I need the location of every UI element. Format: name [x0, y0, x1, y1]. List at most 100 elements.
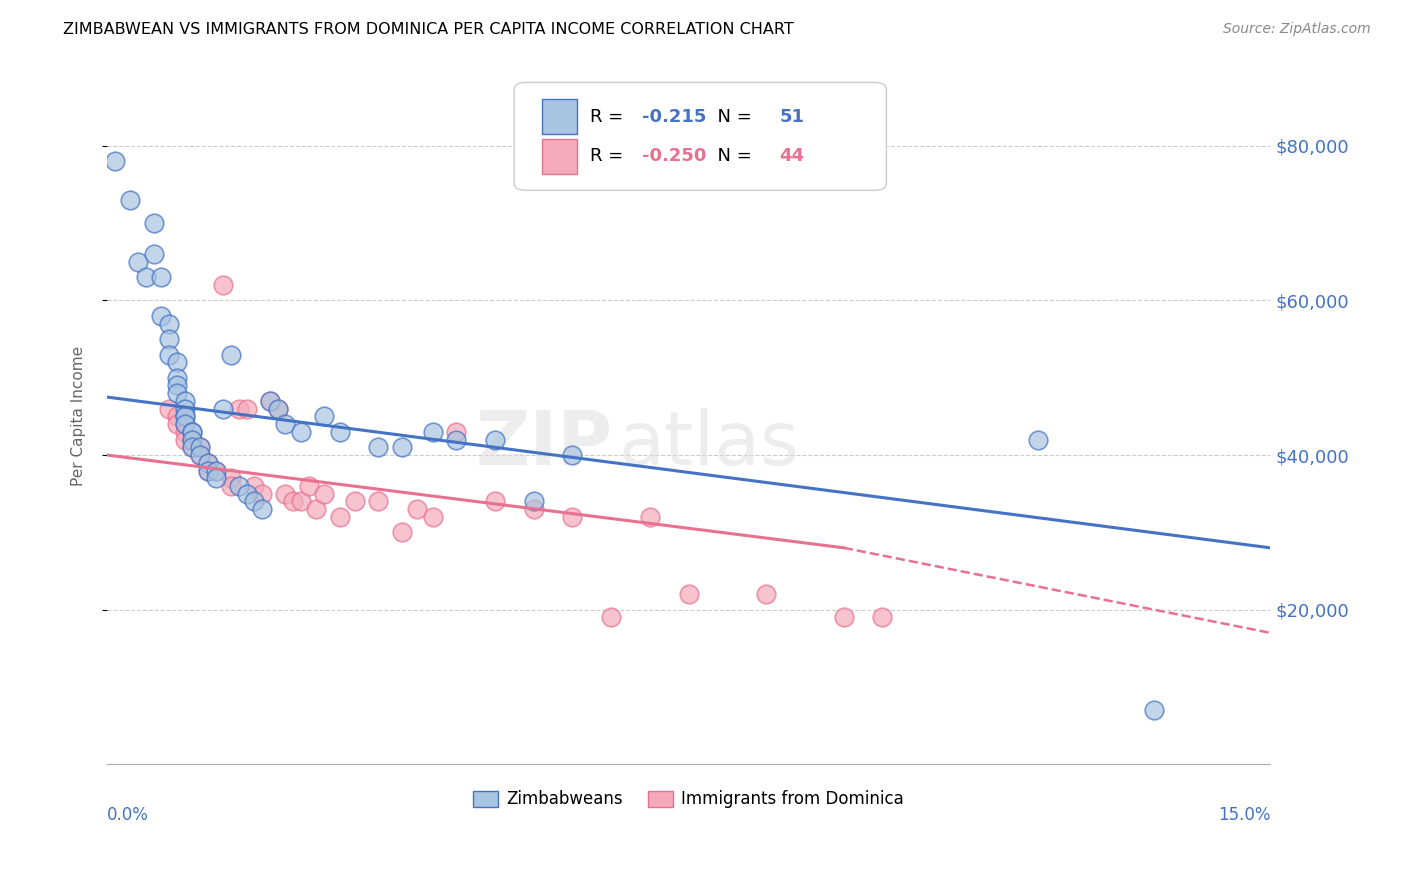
Point [755, 587, 778, 601]
Point [166, 386, 188, 401]
Point [367, 440, 389, 454]
Point [173, 425, 195, 439]
Point [484, 433, 506, 447]
Point [104, 154, 127, 169]
Point [259, 393, 281, 408]
Point [422, 509, 444, 524]
Point [235, 401, 257, 416]
FancyBboxPatch shape [543, 99, 576, 134]
Point [444, 425, 467, 439]
Point [228, 401, 250, 416]
FancyBboxPatch shape [515, 82, 886, 190]
Point [561, 448, 583, 462]
Point [832, 610, 855, 624]
Point [173, 409, 195, 424]
Point [157, 401, 180, 416]
Point [266, 401, 288, 416]
Point [228, 479, 250, 493]
Point [298, 479, 321, 493]
Text: -0.250: -0.250 [643, 147, 706, 165]
Point [274, 417, 297, 431]
Text: 51: 51 [779, 108, 804, 126]
Point [181, 440, 204, 454]
Point [166, 409, 188, 424]
Point [142, 216, 165, 230]
Point [173, 409, 195, 424]
Point [391, 440, 413, 454]
Point [561, 509, 583, 524]
Point [290, 494, 312, 508]
Point [166, 370, 188, 384]
Point [1143, 703, 1166, 717]
Point [305, 502, 328, 516]
Point [872, 610, 894, 624]
Point [344, 494, 367, 508]
Point [173, 433, 195, 447]
Point [422, 425, 444, 439]
Point [250, 502, 273, 516]
Text: N =: N = [706, 108, 758, 126]
Point [204, 463, 226, 477]
Point [266, 401, 288, 416]
Point [188, 448, 211, 462]
Point [157, 332, 180, 346]
Point [142, 247, 165, 261]
Point [406, 502, 429, 516]
Point [274, 486, 297, 500]
Point [181, 433, 204, 447]
Point [150, 270, 173, 285]
Point [157, 317, 180, 331]
Point [197, 463, 219, 477]
Point [314, 486, 336, 500]
Point [166, 417, 188, 431]
Point [173, 417, 195, 431]
Text: R =: R = [589, 108, 628, 126]
Point [235, 486, 257, 500]
Point [444, 433, 467, 447]
Point [188, 440, 211, 454]
Point [314, 409, 336, 424]
FancyBboxPatch shape [543, 139, 576, 174]
Point [212, 401, 235, 416]
Point [197, 456, 219, 470]
Point [181, 440, 204, 454]
Point [197, 463, 219, 477]
Point [212, 277, 235, 292]
Point [219, 347, 242, 361]
Text: 0.0%: 0.0% [107, 806, 149, 824]
Point [1026, 433, 1049, 447]
Point [188, 440, 211, 454]
Point [166, 355, 188, 369]
Point [283, 494, 305, 508]
Text: 15.0%: 15.0% [1218, 806, 1270, 824]
Point [484, 494, 506, 508]
Text: atlas: atlas [619, 408, 800, 481]
Point [204, 463, 226, 477]
Point [166, 378, 188, 392]
Point [204, 471, 226, 485]
Point [638, 509, 661, 524]
Point [181, 425, 204, 439]
Point [219, 479, 242, 493]
Text: R =: R = [589, 147, 628, 165]
Point [243, 494, 266, 508]
Legend: Zimbabweans, Immigrants from Dominica: Zimbabweans, Immigrants from Dominica [467, 784, 911, 815]
Point [127, 254, 149, 268]
Point [188, 448, 211, 462]
Point [250, 486, 273, 500]
Point [173, 417, 195, 431]
Text: Source: ZipAtlas.com: Source: ZipAtlas.com [1223, 22, 1371, 37]
Point [157, 347, 180, 361]
Point [197, 456, 219, 470]
Text: 44: 44 [779, 147, 804, 165]
Point [243, 479, 266, 493]
Point [259, 393, 281, 408]
Text: -0.215: -0.215 [643, 108, 706, 126]
Text: ZIP: ZIP [475, 408, 613, 481]
Point [135, 270, 157, 285]
Point [391, 525, 413, 540]
Point [181, 433, 204, 447]
Point [150, 309, 173, 323]
Point [120, 193, 142, 207]
Point [678, 587, 700, 601]
